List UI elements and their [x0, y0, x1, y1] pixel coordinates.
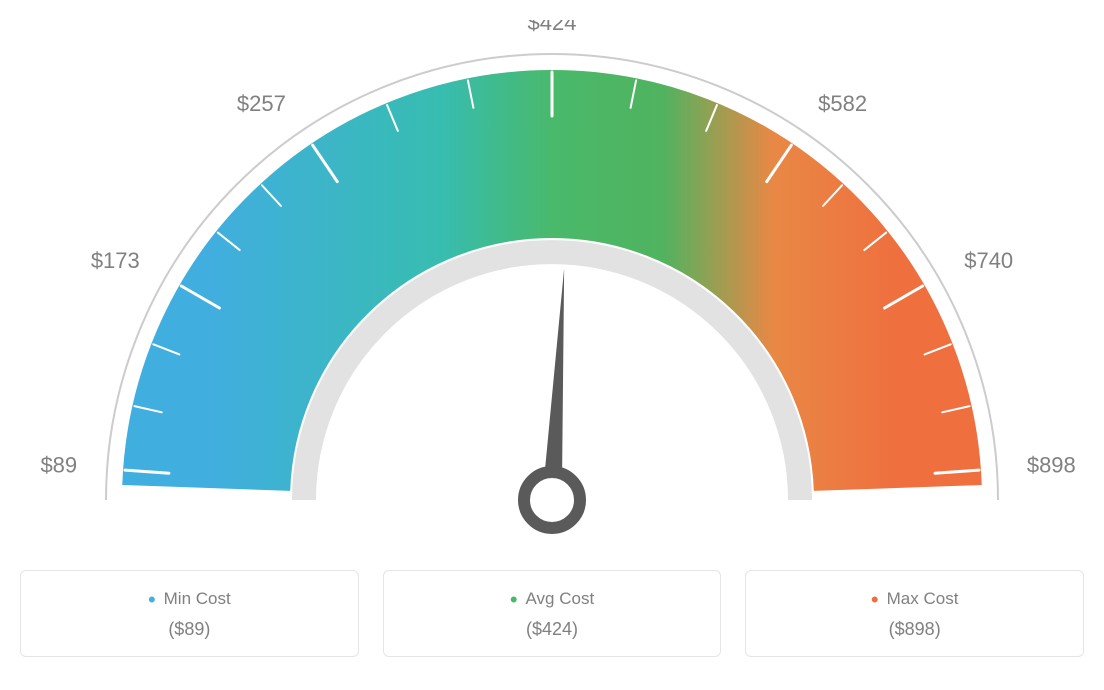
svg-text:$257: $257	[237, 91, 286, 116]
legend-avg-label: Avg Cost	[394, 589, 711, 609]
svg-text:$740: $740	[964, 248, 1013, 273]
cost-gauge-container: $89 $173 $257 $424 $582 $740 $898 Min Cost ($8…	[20, 20, 1084, 657]
svg-text:$898: $898	[1027, 453, 1076, 478]
legend-card-min: Min Cost ($89)	[20, 570, 359, 657]
svg-text:$424: $424	[528, 20, 577, 35]
legend-card-avg: Avg Cost ($424)	[383, 570, 722, 657]
legend-max-label: Max Cost	[756, 589, 1073, 609]
svg-text:$173: $173	[91, 248, 140, 273]
legend-min-value: ($89)	[31, 619, 348, 640]
legend-card-max: Max Cost ($898)	[745, 570, 1084, 657]
legend-max-value: ($898)	[756, 619, 1073, 640]
svg-text:$89: $89	[40, 453, 77, 478]
gauge-chart: $89 $173 $257 $424 $582 $740 $898	[20, 20, 1084, 550]
svg-text:$582: $582	[818, 91, 867, 116]
legend-min-label: Min Cost	[31, 589, 348, 609]
legend-avg-value: ($424)	[394, 619, 711, 640]
legend-row: Min Cost ($89) Avg Cost ($424) Max Cost …	[20, 570, 1084, 657]
